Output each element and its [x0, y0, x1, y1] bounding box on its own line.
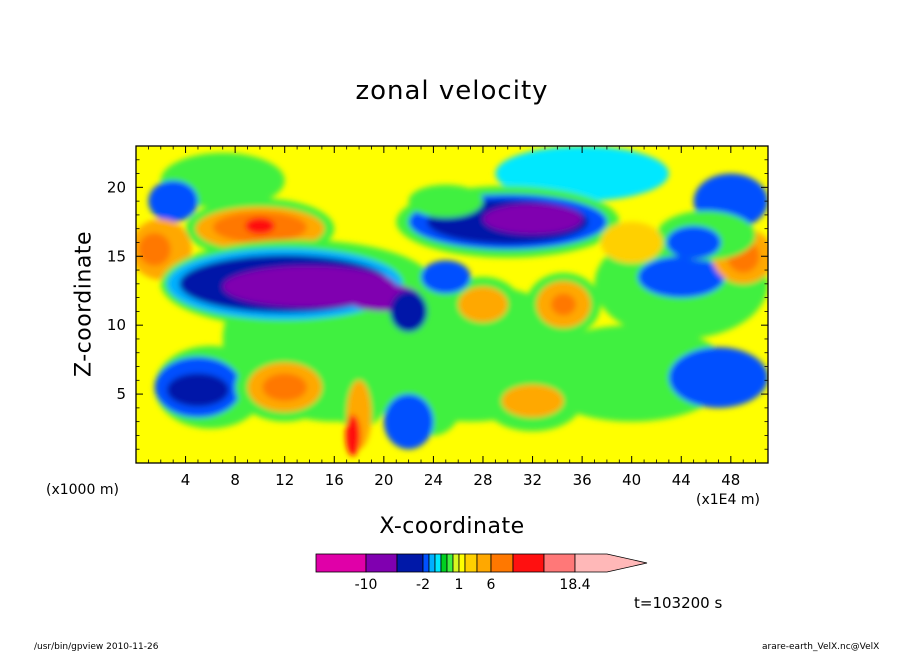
colorbar-segment [574, 553, 648, 573]
chart-title: zonal velocity [355, 76, 549, 106]
colorbar-segment [315, 553, 367, 573]
x-tick-label: 8 [230, 471, 240, 489]
x-tick-label: 28 [473, 471, 492, 489]
colorbar-segment [446, 553, 454, 573]
plot-frame [135, 145, 769, 464]
colorbar-label: -10 [355, 577, 378, 593]
colorbar-label: 1 [455, 577, 464, 593]
colorbar-segment [396, 553, 424, 573]
colorbar-label: 18.4 [559, 577, 590, 593]
y-tick-label: 10 [107, 316, 126, 334]
footer-source: arare-earth_VelX.nc@VelX [762, 642, 880, 652]
contour-blob [262, 373, 308, 401]
contour-blob [148, 180, 198, 222]
colorbar-segment [440, 553, 448, 573]
time-label: t=103200 s [634, 594, 723, 612]
contour-blob [600, 221, 663, 264]
x-tick-label: 16 [325, 471, 344, 489]
colorbar-segment [422, 553, 430, 573]
contour-blob [482, 203, 583, 235]
footer-command: /usr/bin/gpview 2010-11-26 [34, 642, 159, 652]
y-axis-unit: (x1000 m) [46, 482, 119, 498]
colorbar-label: 6 [487, 577, 496, 593]
colorbar: -10 -2 1 6 18.4 [315, 553, 648, 593]
x-tick-label: 36 [573, 471, 592, 489]
x-tick-label: 20 [374, 471, 393, 489]
contour-blob [245, 217, 275, 235]
contour-blob [458, 286, 508, 323]
x-tick-label: 48 [721, 471, 740, 489]
x-tick-label: 12 [275, 471, 294, 489]
field-blobs [136, 146, 768, 457]
x-axis: 4 8 12 16 20 24 28 32 36 40 44 48 [147, 146, 757, 489]
contour-blob [668, 347, 768, 408]
colorbar-segment [452, 553, 460, 573]
contour-field [136, 146, 768, 463]
x-axis-unit: (x1E4 m) [696, 492, 760, 508]
contour-blob [408, 184, 483, 218]
colorbar-segment [476, 553, 492, 573]
contour-blob [383, 394, 434, 450]
colorbar-segment [434, 553, 442, 573]
y-tick-label: 15 [107, 247, 126, 265]
colorbar-segment [458, 553, 466, 573]
colorbar-segment [543, 553, 576, 573]
x-axis-label: X-coordinate [379, 514, 525, 539]
y-tick-label: 20 [107, 178, 126, 196]
y-axis: 5 10 15 20 [107, 159, 768, 450]
colorbar-segment [464, 553, 478, 573]
colorbar-segment [428, 553, 436, 573]
x-tick-label: 40 [622, 471, 641, 489]
colorbar-segment [365, 553, 398, 573]
contour-blob [666, 225, 721, 260]
contour-blob [637, 256, 725, 298]
contour-blob [501, 384, 564, 418]
contour-blob [345, 414, 361, 457]
contour-blob [166, 373, 229, 407]
contour-blob [421, 260, 471, 294]
contour-blob [495, 146, 669, 202]
x-tick-label: 32 [523, 471, 542, 489]
colorbar-segment [512, 553, 545, 573]
y-tick-label: 5 [116, 385, 126, 403]
x-tick-label: 44 [672, 471, 691, 489]
contour-blob [390, 290, 428, 333]
colorbar-label: -2 [416, 577, 430, 593]
contour-blob [551, 293, 576, 316]
contour-blob [138, 232, 171, 266]
x-tick-label: 24 [424, 471, 443, 489]
colorbar-segment [490, 553, 514, 573]
x-tick-label: 4 [181, 471, 191, 489]
